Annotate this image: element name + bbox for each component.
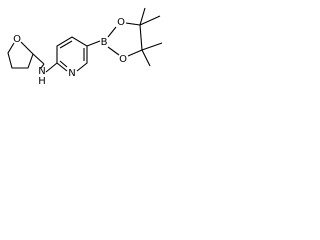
bond: [40, 63, 45, 69]
atom-label: O: [13, 34, 21, 45]
double-bond: [59, 40, 73, 49]
bond: [107, 26, 117, 38]
atom-label: O: [117, 17, 125, 28]
atom-label: N: [68, 68, 75, 79]
pyridine-ring: [56, 36, 88, 72]
bond: [32, 53, 45, 65]
bond: [139, 24, 143, 51]
double-bond: [59, 60, 68, 68]
atom-label: N: [38, 66, 45, 77]
atom-label: B: [101, 37, 108, 48]
molecule: O N H N B O O: [7, 7, 163, 87]
bond: [125, 22, 141, 26]
methyl: [139, 15, 161, 26]
bond: [127, 49, 143, 57]
atom-label: O: [119, 54, 127, 65]
bonds: [7, 7, 163, 73]
bond: [86, 40, 101, 47]
thf-ring: [7, 41, 34, 69]
methyl: [141, 49, 151, 67]
methyl: [141, 42, 163, 51]
bond: [45, 62, 58, 73]
bond: [107, 46, 120, 56]
atom-label: H: [38, 76, 46, 87]
methyl: [139, 7, 146, 26]
